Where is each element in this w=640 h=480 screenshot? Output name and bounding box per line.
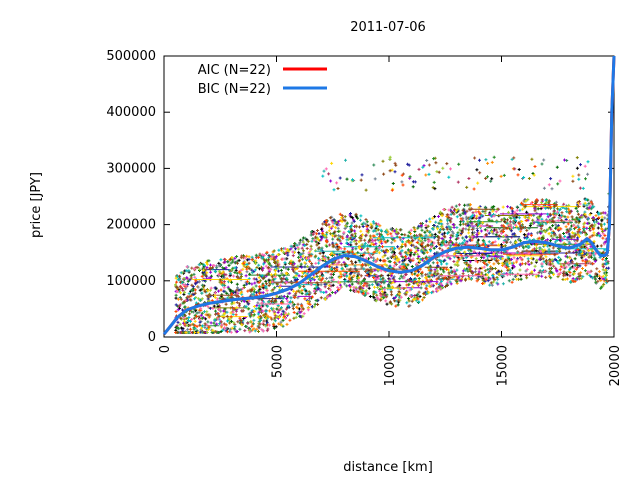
scatter-points-group: [174, 156, 606, 334]
y-tick-label: 400000: [106, 105, 156, 120]
scatter-points-group: [173, 155, 608, 334]
scatter-points-group: [175, 161, 611, 334]
scatter-layer: [173, 155, 611, 334]
x-axis-label: distance [km]: [343, 460, 433, 475]
legend-label-aic: AIC (N=22): [198, 63, 271, 78]
y-axis-label: price [JPY]: [29, 172, 44, 238]
axes-layer: 0 100000 200000 300000 400000 500000 0 5000 1000…: [106, 49, 623, 386]
x-tick-label: 5000: [271, 345, 286, 378]
legend-label-bic: BIC (N=22): [198, 82, 271, 97]
x-tick-label: 10000: [383, 345, 398, 386]
x-tick-label: 20000: [608, 345, 623, 386]
y-tick-label: 500000: [106, 49, 156, 64]
y-tick-label: 0: [148, 330, 156, 345]
y-tick-label: 100000: [106, 274, 156, 289]
chart-title: 2011-07-06: [350, 20, 426, 35]
y-tick-label: 200000: [106, 218, 156, 233]
x-tick-label: 15000: [496, 345, 511, 386]
lines-layer: [162, 55, 616, 336]
series-line-bic: [162, 55, 616, 336]
legend: AIC (N=22) BIC (N=22): [198, 63, 327, 97]
x-tick-label: 0: [158, 345, 173, 353]
y-tick-label: 300000: [106, 161, 156, 176]
